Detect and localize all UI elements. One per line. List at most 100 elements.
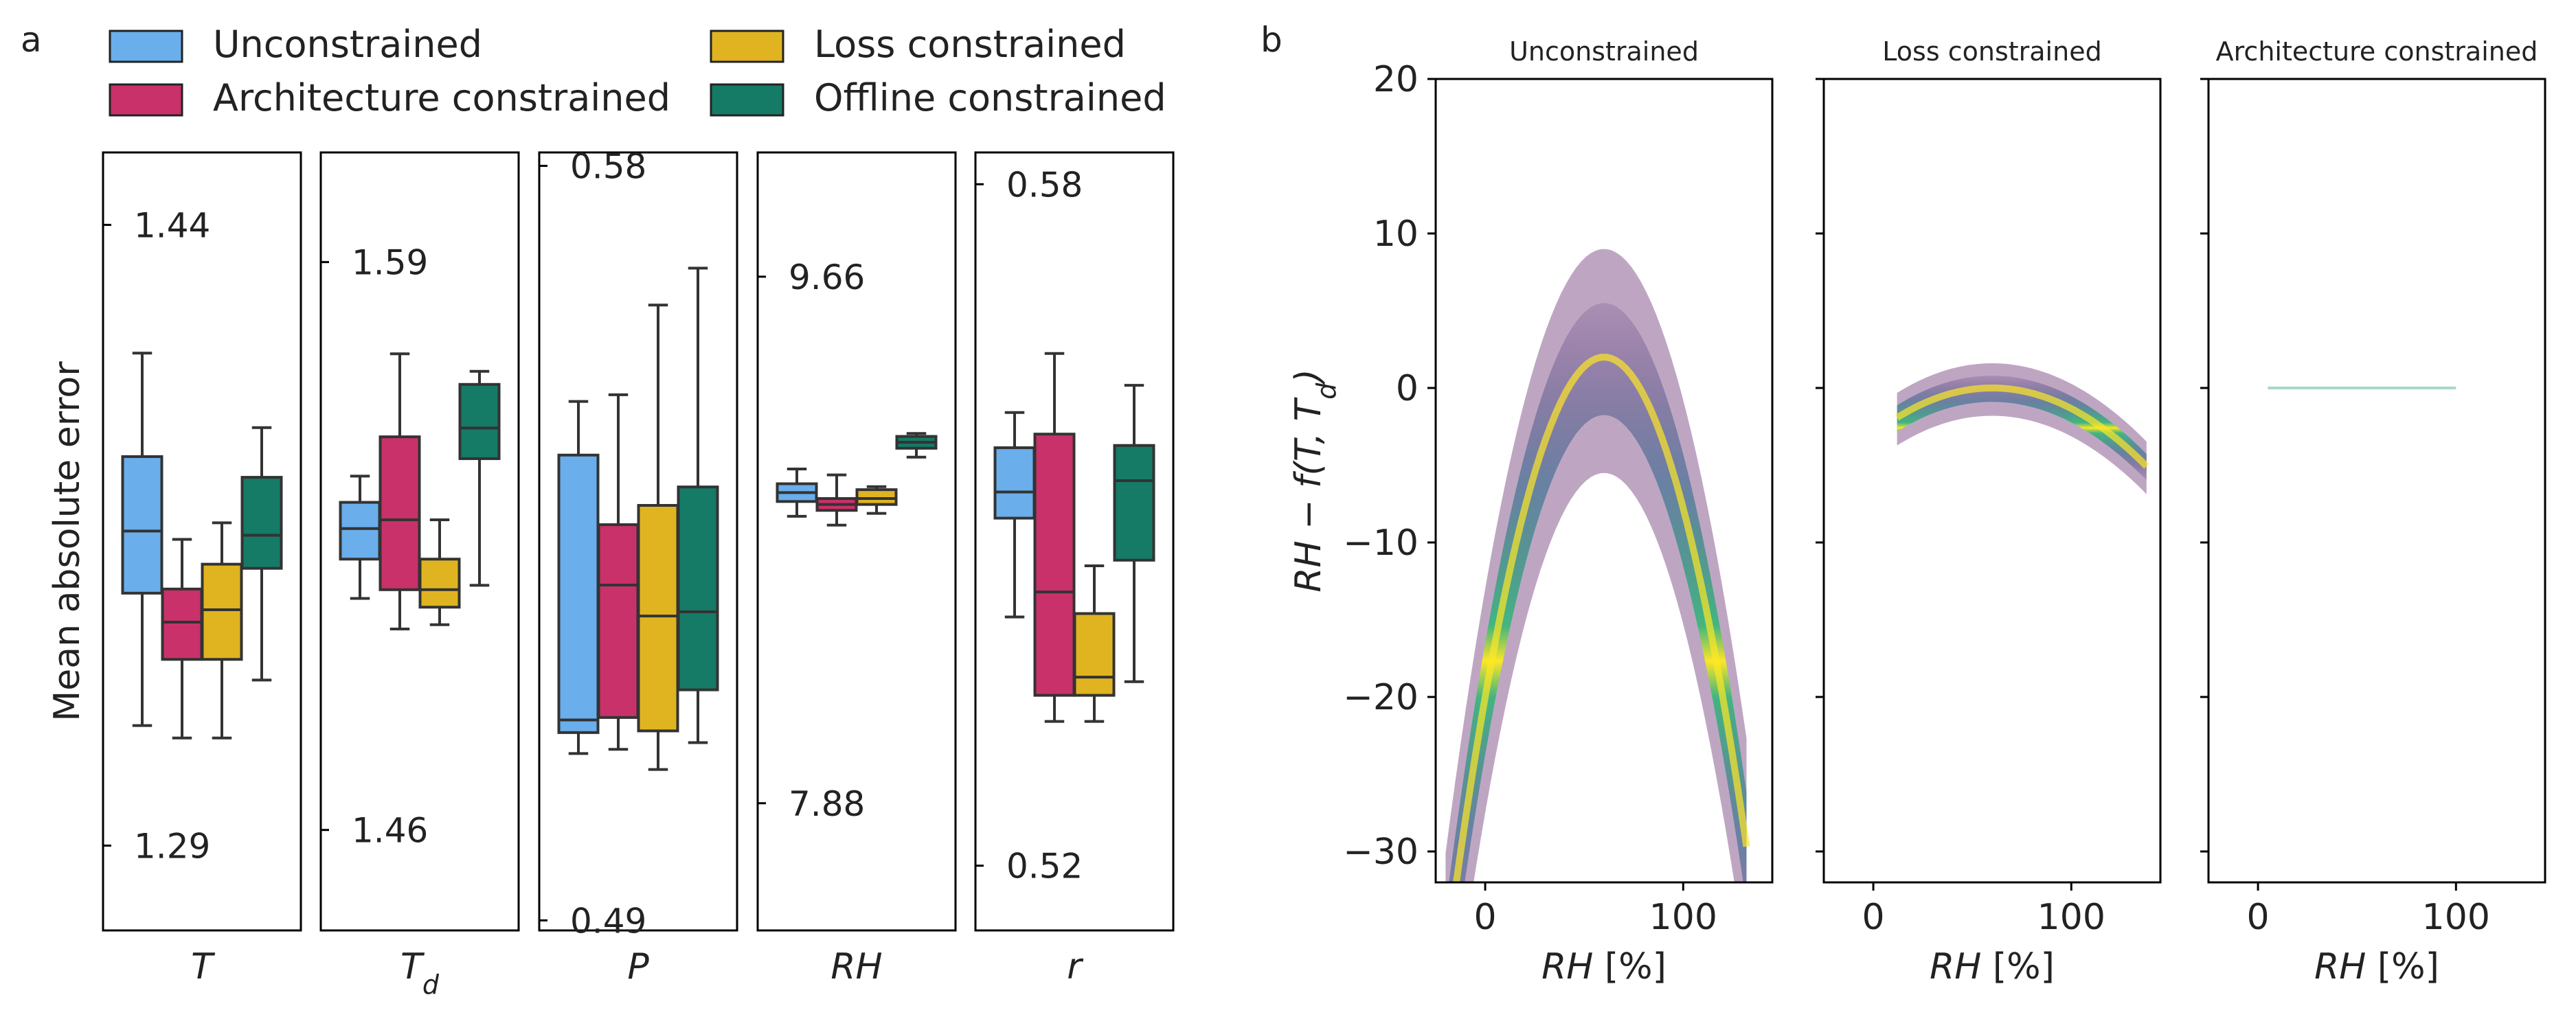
box-offline (677, 266, 719, 744)
panel-b-ylabel: RH − f(T, Td) (1288, 369, 1342, 592)
box-iqr (855, 488, 898, 506)
boxplot-subplot-0: 1.29 1.44 T (102, 151, 302, 987)
xlabel-variable: RH (1541, 946, 1605, 987)
legend-label-unconstrained: Unconstrained (213, 23, 482, 66)
box-offline (1113, 384, 1155, 683)
legend-item-unconstrained: Unconstrained (109, 23, 482, 66)
box-iqr (161, 587, 203, 661)
ytick-label: 20 (1373, 59, 1419, 100)
density-subplot-0: Unconstrained −30 −20 −10 0 10 20 0 100 RH [%] (1343, 36, 1774, 987)
box-iqr (418, 558, 461, 609)
xlabel-unit: [%] (1605, 946, 1667, 987)
ytick-label: 9.66 (789, 258, 865, 297)
ytick-label: 1.59 (352, 243, 428, 283)
box-iqr (201, 562, 243, 661)
legend-label-architecture: Architecture constrained (213, 76, 670, 119)
density-cloud (1895, 363, 2149, 494)
axes-frame (756, 151, 957, 932)
density-core (1897, 376, 2147, 481)
ytick-label: 1.29 (134, 826, 210, 866)
ytick-label: 0.58 (1006, 165, 1083, 205)
box-iqr (993, 446, 1036, 520)
ytick-label: −10 (1343, 523, 1419, 564)
box-iqr (637, 504, 679, 733)
xlabel: RH [%] (1541, 946, 1667, 987)
box-offline (458, 369, 501, 587)
density-subplot-2: Architecture constrained 0 100 RH [%] (2200, 36, 2546, 987)
box-architecture (379, 352, 421, 631)
box-loss (1073, 564, 1116, 723)
xlabel: RH (831, 946, 882, 987)
ytick-label: 0.58 (570, 147, 646, 187)
xlabel: Td (400, 946, 440, 1000)
box-iqr (1113, 444, 1155, 562)
xlabel: P (627, 946, 649, 987)
xlabel-unit: [%] (1993, 946, 2055, 987)
box-iqr (339, 501, 381, 561)
panel-a-boxplots: Mean absolute error 1.29 1.44 T 1.46 1.59 Td 0.… (47, 147, 1175, 1000)
axes-frame (102, 151, 302, 932)
xlabel: T (191, 946, 216, 987)
box-loss (855, 485, 898, 515)
density-ridge (1452, 354, 1750, 882)
panel-a-letter: a (21, 20, 42, 60)
box-iqr (597, 523, 640, 719)
xlabel-unit: [%] (2377, 946, 2439, 987)
box-unconstrained (339, 474, 381, 600)
box-iqr (1073, 612, 1116, 697)
ytick-label: 1.46 (352, 811, 428, 851)
density-ridge (1895, 384, 2149, 469)
box-offline (240, 426, 283, 682)
axes-frame (974, 151, 1175, 932)
panel-a-ylabel: Mean absolute error (47, 361, 88, 722)
xtick-label: 100 (1649, 897, 1717, 938)
legend-item-architecture: Architecture constrained (109, 76, 670, 119)
box-iqr (121, 455, 163, 595)
legend-label-offline: Offline constrained (814, 76, 1166, 119)
xtick-label: 100 (2422, 897, 2490, 938)
box-iqr (1033, 433, 1076, 697)
ytick-label: −20 (1343, 677, 1419, 718)
legend-swatch-unconstrained (109, 30, 183, 63)
ylabel-tail: ) (1288, 369, 1329, 385)
box-iqr (458, 382, 501, 460)
density-outer (1445, 249, 1747, 882)
box-iqr (379, 435, 421, 591)
ytick-label: 0.52 (1006, 847, 1083, 886)
legend-swatch-architecture (109, 83, 183, 117)
box-unconstrained (121, 352, 163, 727)
density-cloud (1445, 249, 1750, 882)
box-iqr (557, 453, 600, 734)
xlabel-variable: RH (1930, 946, 1993, 987)
legend-item-loss: Loss constrained (710, 23, 1126, 66)
axes-frame (538, 151, 738, 932)
box-architecture (597, 393, 640, 751)
subplot-title: Unconstrained (1509, 36, 1699, 67)
xlabel: RH [%] (1930, 946, 2055, 987)
box-unconstrained (993, 411, 1036, 619)
panel-b-letter: b (1261, 20, 1283, 60)
boxplot-subplot-3: 7.88 9.66 RH (756, 151, 957, 987)
ytick-label: 0.49 (570, 901, 646, 941)
subplot-title: Loss constrained (1882, 36, 2101, 67)
box-architecture (1033, 352, 1076, 723)
axes-frame (319, 151, 520, 932)
xtick-label: 0 (1862, 897, 1885, 938)
ytick-label: 0 (1396, 368, 1419, 409)
xtick-label: 0 (1474, 897, 1497, 938)
ytick-label: 7.88 (789, 784, 865, 824)
box-offline (895, 432, 938, 459)
ytick-label: −30 (1343, 832, 1419, 873)
legend-label-loss: Loss constrained (814, 23, 1126, 66)
xlabel: r (1067, 946, 1084, 987)
panel-b-density-scatter: RH − f(T, Td) Unconstrained −30 −20 −10 0 10 20… (1288, 36, 2546, 987)
legend: Unconstrained Architecture constrained Los… (109, 23, 1166, 119)
boxplot-subplot-2: 0.49 0.58 P (538, 147, 738, 987)
ylabel-subscript: d (1311, 382, 1342, 400)
box-loss (418, 518, 461, 626)
xtick-label: 100 (2037, 897, 2105, 938)
legend-swatch-loss (710, 30, 784, 63)
box-unconstrained (776, 467, 818, 518)
box-unconstrained (557, 400, 600, 755)
